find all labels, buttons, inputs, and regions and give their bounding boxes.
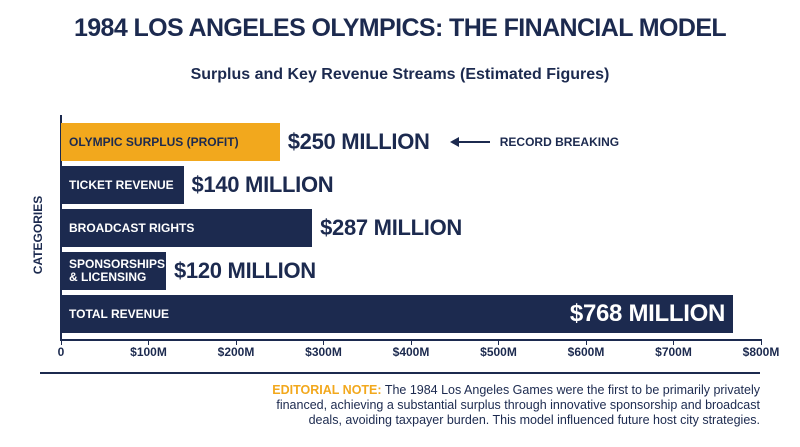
value-label: $287 MILLION: [320, 215, 463, 240]
x-tick-label: $800M: [742, 345, 780, 359]
x-tick: [323, 340, 324, 345]
x-tick-label: $400M: [392, 345, 430, 359]
annotation-arrowhead: [449, 137, 459, 147]
category-label: SPONSORSHIPS & LICENSING: [69, 257, 166, 284]
x-tick-label: $200M: [217, 345, 255, 359]
x-tick-label: $500M: [480, 345, 517, 359]
category-label: OLYMPIC SURPLUS (PROFIT): [69, 134, 239, 149]
editorial-note: EDITORIAL NOTE: The 1984 Los Angeles Gam…: [240, 383, 760, 428]
category-label: BROADCAST RIGHTS: [69, 220, 195, 235]
x-tick-label: $300M: [305, 345, 342, 359]
bar: [61, 209, 313, 247]
x-tick: [585, 340, 587, 345]
annotation: RECORD BREAKING: [499, 135, 620, 149]
note-label: EDITORIAL NOTE:: [272, 383, 382, 397]
chart-subtitle: Surplus and Key Revenue Streams (Estimat…: [190, 66, 610, 83]
y-axis-label: CATEGORIES: [31, 195, 45, 275]
x-tick: [148, 340, 149, 345]
value-label: $120 MILLION: [174, 258, 316, 283]
annotation-arrow: [451, 141, 490, 143]
x-tick: [673, 340, 674, 345]
note-text: The 1984 Los Angeles Games were the firs…: [276, 383, 760, 427]
divider: [40, 372, 760, 374]
chart-title: 1984 LOS ANGELES OLYMPICS: THE FINANCIAL…: [73, 14, 727, 42]
bar: [61, 166, 184, 204]
x-tick: [410, 340, 412, 345]
x-tick-label: 0: [57, 345, 65, 359]
bar: [61, 123, 280, 161]
x-tick-label: $600M: [567, 345, 605, 359]
value-label: $140 MILLION: [191, 172, 334, 197]
x-tick-label: $100M: [130, 345, 167, 359]
category-label: TICKET REVENUE: [69, 177, 174, 192]
category-label: TOTAL REVENUE: [69, 306, 170, 321]
x-tick: [235, 340, 237, 345]
value-label: $250 MILLION: [287, 129, 430, 154]
bar: [61, 252, 166, 290]
x-tick: [60, 340, 62, 345]
value-label: $768 MILLION: [569, 300, 725, 327]
x-tick: [498, 340, 499, 345]
x-tick: [760, 340, 762, 345]
x-tick-label: $700M: [655, 345, 692, 359]
bar: [61, 295, 733, 333]
